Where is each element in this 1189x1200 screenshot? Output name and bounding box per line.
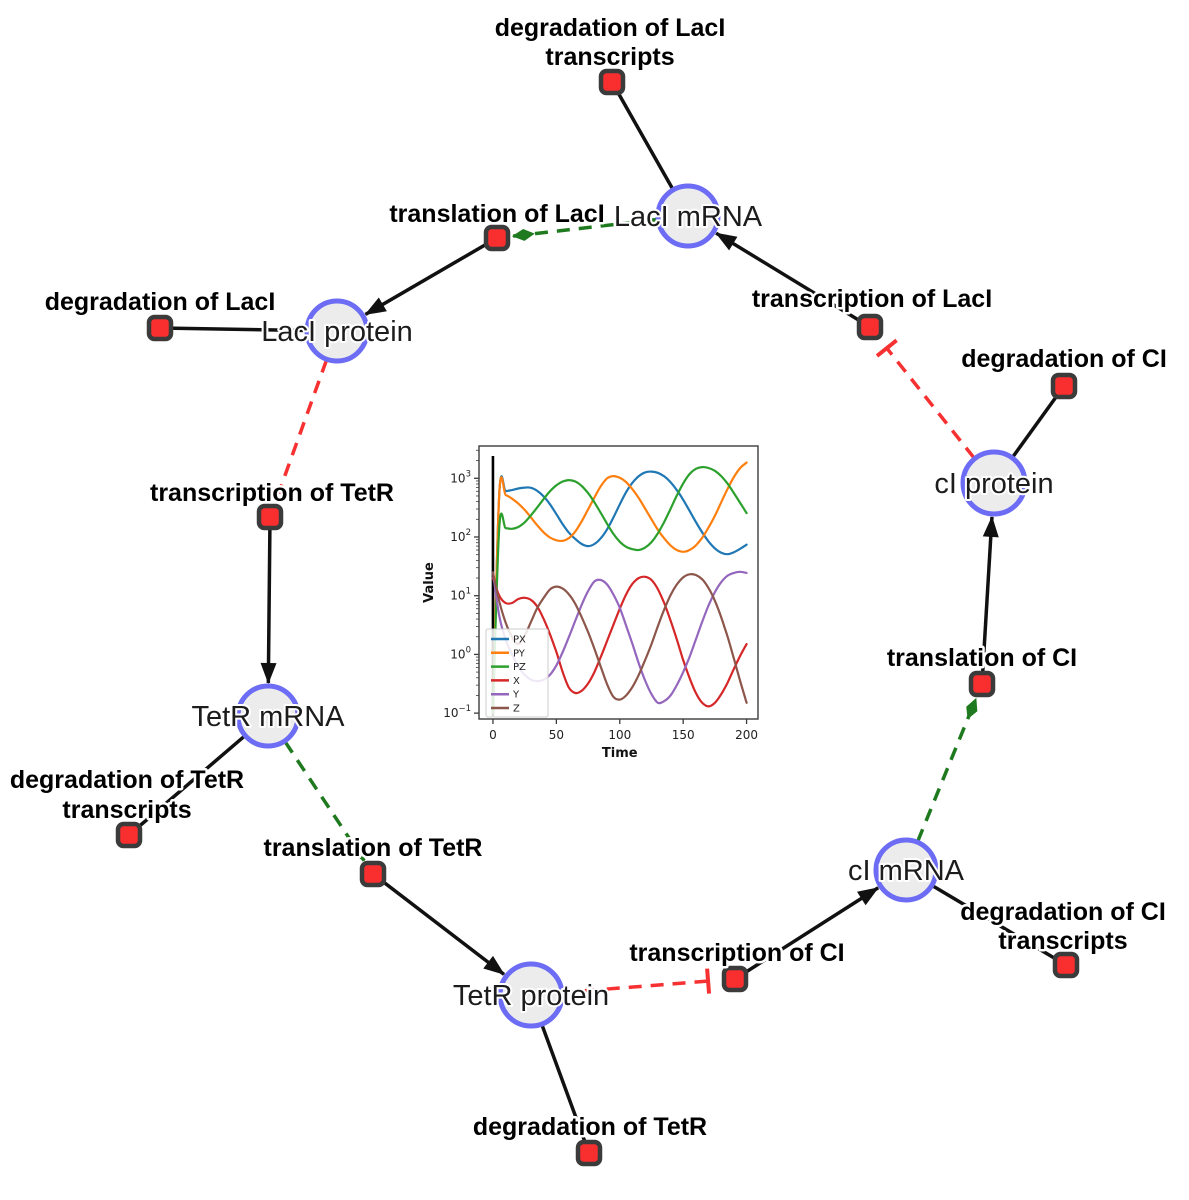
edge-inhibition-laci-prot-txn-tetr: [266, 359, 329, 498]
y-tick-label: 10−1: [443, 704, 471, 720]
x-tick-label: 100: [608, 728, 631, 742]
legend-label-pz: PZ: [513, 662, 526, 673]
edge-production-transl-laci-laci-prot: [364, 236, 498, 316]
edge-production-txn-tetr-tetr-mrna: [260, 516, 277, 685]
edge-production-txn-ci-ci-mrna: [734, 886, 880, 981]
reaction-node-translation-of-ci[interactable]: [968, 670, 996, 698]
reaction-label-degradation-of-tetr: degradation of TetR: [473, 1113, 707, 1141]
legend-label-px: PX: [513, 635, 526, 646]
y-tick-label: 102: [450, 528, 471, 544]
edge-production-transl-tetr-tetr-prot: [371, 872, 506, 976]
reaction-node-transcription-of-ci[interactable]: [721, 965, 749, 993]
y-tick-label: 100: [450, 645, 471, 661]
reaction-label-degradation-of-laci: degradation of LacI: [45, 288, 276, 316]
reaction-label-transcription-of-tetr: transcription of TetR: [150, 479, 394, 507]
edge-modifier-laci-mrna-transl-laci: [511, 217, 658, 241]
reaction-label-transcription-of-laci: transcription of LacI: [752, 285, 992, 313]
legend-label-y: Y: [512, 690, 520, 701]
reaction-node-degradation-of-ci[interactable]: [1050, 372, 1078, 400]
edge-production-txn-laci-laci-mrna: [715, 231, 871, 329]
x-tick-label: 150: [672, 728, 695, 742]
labels-layer: degradation of LacItranscriptstranslatio…: [7, 12, 1169, 1144]
reaction-label-translation-of-ci: translation of CI: [887, 644, 1077, 672]
species-label-laci-protein: LacI protein: [261, 316, 413, 348]
reaction-node-degradation-of-tetr-transcripts[interactable]: [115, 821, 143, 849]
y-tick-label: 101: [450, 587, 471, 603]
species-label-ci-protein: cI protein: [934, 468, 1053, 500]
chart-xlabel: Time: [602, 746, 638, 761]
chart-legend: PX PY PZ XYZ: [485, 628, 549, 718]
y-tick-label: 103: [450, 469, 471, 485]
reaction-label-degradation-of-laci-transcripts-line2: transcripts: [545, 43, 674, 71]
species-node-ci-mrna[interactable]: [873, 837, 939, 903]
reaction-node-degradation-of-laci[interactable]: [146, 314, 174, 342]
nodes-layer: [115, 68, 1080, 1167]
chart-series-pz: [491, 465, 748, 715]
reaction-label-degradation-of-ci: degradation of CI: [961, 345, 1167, 373]
reaction-node-degradation-of-laci-transcripts[interactable]: [598, 68, 626, 96]
edge-inhibition-tetr-prot-txn-ci: [562, 968, 712, 995]
species-node-ci-protein[interactable]: [960, 449, 1028, 517]
edge-modifier-ci-mrna-transl-ci: [916, 697, 978, 842]
reaction-label-degradation-of-ci-transcripts-line1: degradation of CI: [960, 898, 1166, 926]
reaction-label-degradation-of-ci-transcripts-line2: transcripts: [998, 927, 1127, 955]
legend-label-x: X: [513, 676, 520, 687]
species-node-tetr-protein[interactable]: [497, 961, 565, 1029]
edge-modifier-tetr-mrna-transl-tetr: [283, 740, 366, 862]
reaction-label-translation-of-tetr: translation of TetR: [264, 834, 483, 862]
reaction-label-transcription-of-ci: transcription of CI: [629, 939, 844, 967]
species-node-tetr-mrna[interactable]: [235, 683, 301, 749]
reaction-label-degradation-of-tetr-transcripts-line1: degradation of TetR: [10, 766, 244, 794]
chart-series-py: [491, 461, 748, 715]
x-tick-label: 50: [549, 728, 564, 742]
species-label-tetr-mrna: TetR mRNA: [191, 701, 345, 733]
chart-series-z: [491, 571, 748, 704]
edge-production-transl-ci-ci-prot: [980, 515, 999, 685]
species-label-ci-mrna: cI mRNA: [848, 855, 965, 887]
chart-series-px: [491, 470, 748, 715]
legend-label-z: Z: [513, 704, 520, 715]
reaction-node-degradation-of-tetr[interactable]: [575, 1139, 603, 1167]
species-label-tetr-protein: TetR protein: [453, 980, 609, 1012]
x-tick-label: 200: [735, 728, 758, 742]
reaction-node-degradation-of-ci-transcripts[interactable]: [1052, 951, 1080, 979]
x-tick-label: 0: [489, 728, 497, 742]
reaction-label-degradation-of-laci-transcripts-line1: degradation of LacI: [495, 14, 726, 42]
reaction-node-translation-of-laci[interactable]: [483, 224, 511, 252]
species-node-laci-mrna[interactable]: [655, 183, 721, 249]
chart-ylabel: Value: [422, 562, 437, 603]
reaction-label-degradation-of-tetr-transcripts-line2: transcripts: [62, 796, 191, 824]
reaction-node-translation-of-tetr[interactable]: [359, 860, 387, 888]
reaction-node-transcription-of-laci[interactable]: [856, 313, 884, 341]
species-node-laci-protein[interactable]: [304, 298, 370, 364]
legend-label-py: PY: [513, 648, 526, 659]
edge-inhibition-ci-prot-txn-laci: [875, 338, 976, 460]
reaction-label-translation-of-laci: translation of LacI: [389, 200, 604, 228]
chart-axes-box: [478, 445, 759, 720]
reaction-node-transcription-of-tetr[interactable]: [256, 503, 284, 531]
species-label-laci-mrna: LacI mRNA: [614, 201, 763, 233]
